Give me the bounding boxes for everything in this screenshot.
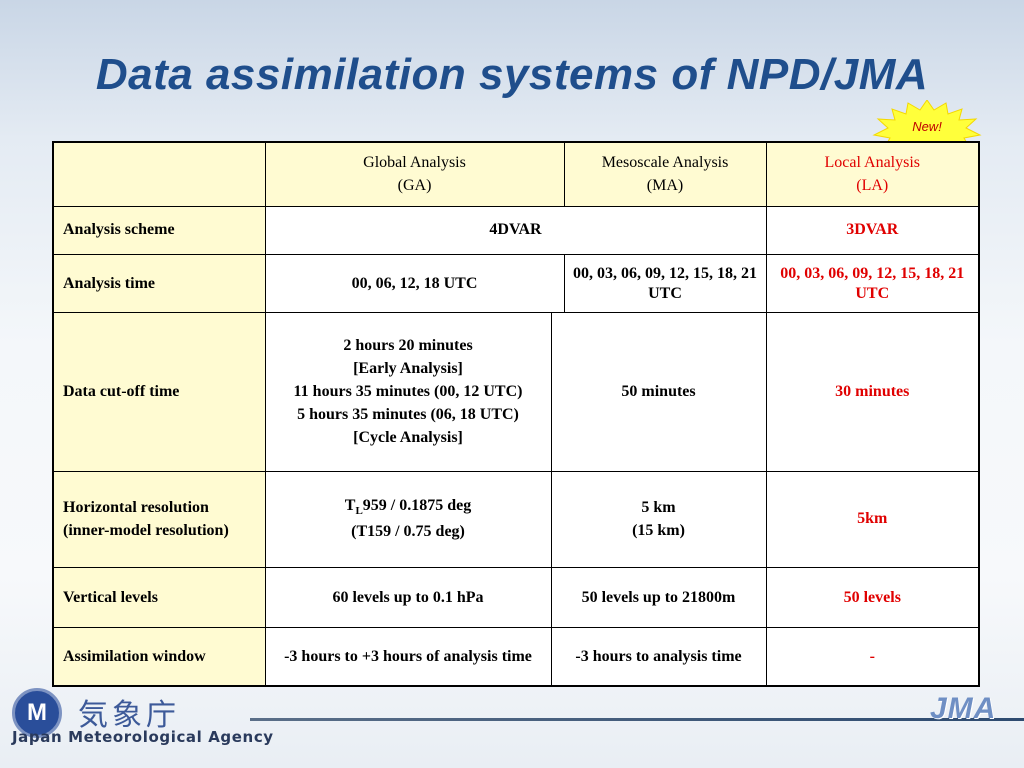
jma-emblem-icon: M bbox=[12, 688, 62, 738]
scheme-ga-ma: 4DVAR bbox=[264, 205, 767, 255]
time-la: 00, 03, 06, 09, 12, 15, 18, 21 UTC bbox=[765, 253, 980, 314]
cutoff-la: 30 minutes bbox=[765, 312, 980, 472]
resolution-ma-line: 5 km bbox=[641, 498, 676, 516]
ga-header-name: Global Analysis bbox=[363, 153, 466, 171]
logo-english: Japan Meteorological Agency bbox=[12, 728, 274, 746]
cutoff-ga-line: [Cycle Analysis] bbox=[353, 428, 463, 446]
window-la: - bbox=[765, 627, 980, 687]
jma-wordmark: JMA bbox=[930, 692, 997, 725]
vertical-ma: 50 levels up to 21800m bbox=[550, 567, 767, 629]
resolution-label-line: (inner-model resolution) bbox=[63, 521, 229, 539]
ma-header-abbr: (MA) bbox=[646, 176, 684, 194]
resolution-ga-line: (T159 / 0.75 deg) bbox=[351, 523, 465, 541]
row-label-time: Analysis time bbox=[52, 253, 266, 314]
cutoff-ga-line: [Early Analysis] bbox=[353, 359, 463, 377]
row-label-resolution: Horizontal resolution (inner-model resol… bbox=[52, 470, 266, 569]
ma-header-name: Mesoscale Analysis bbox=[601, 153, 729, 171]
vertical-ga: 60 levels up to 0.1 hPa bbox=[264, 567, 552, 629]
cutoff-ga-line: 2 hours 20 minutes bbox=[343, 336, 473, 354]
resolution-ga: TL959 / 0.1875 deg (T159 / 0.75 deg) bbox=[264, 470, 552, 569]
resolution-la: 5km bbox=[765, 470, 980, 569]
scheme-la: 3DVAR bbox=[765, 205, 980, 255]
table-row: Analysis scheme 4DVAR 3DVAR bbox=[52, 205, 980, 255]
la-header-name: Local Analysis bbox=[824, 153, 921, 171]
window-ma: -3 hours to analysis time bbox=[550, 627, 767, 687]
column-header-ma: Mesoscale Analysis (MA) bbox=[563, 141, 767, 207]
table-row: Analysis time 00, 06, 12, 18 UTC 00, 03,… bbox=[52, 253, 980, 314]
time-ma: 00, 03, 06, 09, 12, 15, 18, 21 UTC bbox=[563, 253, 767, 314]
table-row: Horizontal resolution (inner-model resol… bbox=[52, 470, 980, 569]
jma-emblem-letter: M bbox=[27, 699, 47, 726]
table-row: Vertical levels 60 levels up to 0.1 hPa … bbox=[52, 567, 980, 629]
cutoff-ga-line: 5 hours 35 minutes (06, 18 UTC) bbox=[297, 405, 519, 423]
la-header-abbr: (LA) bbox=[856, 176, 889, 194]
cutoff-ga-line: 11 hours 35 minutes (00, 12 UTC) bbox=[293, 382, 523, 400]
resolution-ma-line: (15 km) bbox=[632, 521, 685, 539]
table-row: Data cut-off time 2 hours 20 minutes [Ea… bbox=[52, 312, 980, 472]
ga-header-abbr: (GA) bbox=[397, 176, 432, 194]
resolution-label-line: Horizontal resolution bbox=[63, 498, 209, 516]
new-badge-label: New! bbox=[912, 119, 942, 134]
assimilation-table: Global Analysis (GA) Mesoscale Analysis … bbox=[52, 141, 981, 687]
row-label-scheme: Analysis scheme bbox=[52, 205, 266, 255]
table-row: Assimilation window -3 hours to +3 hours… bbox=[52, 627, 980, 687]
table-header-row: Global Analysis (GA) Mesoscale Analysis … bbox=[52, 141, 980, 207]
resolution-ma: 5 km (15 km) bbox=[550, 470, 767, 569]
cutoff-ga: 2 hours 20 minutes [Early Analysis] 11 h… bbox=[264, 312, 552, 472]
time-ga: 00, 06, 12, 18 UTC bbox=[264, 253, 565, 314]
row-label-vertical: Vertical levels bbox=[52, 567, 266, 629]
vertical-la: 50 levels bbox=[765, 567, 980, 629]
column-header-ga: Global Analysis (GA) bbox=[264, 141, 565, 207]
window-ga: -3 hours to +3 hours of analysis time bbox=[264, 627, 552, 687]
column-header-la: Local Analysis (LA) bbox=[765, 141, 980, 207]
slide-title: Data assimilation systems of NPD/JMA bbox=[95, 50, 929, 99]
resolution-ga-line: TL959 / 0.1875 deg bbox=[344, 497, 472, 518]
footer-divider bbox=[250, 718, 1024, 721]
row-label-window: Assimilation window bbox=[52, 627, 266, 687]
row-label-cutoff: Data cut-off time bbox=[52, 312, 266, 472]
logo-kanji: 気象庁 bbox=[78, 698, 180, 733]
jma-logo: M 気象庁 Japan Meteorological Agency bbox=[12, 688, 273, 758]
cutoff-ma: 50 minutes bbox=[550, 312, 767, 472]
table-corner-cell bbox=[52, 141, 266, 207]
